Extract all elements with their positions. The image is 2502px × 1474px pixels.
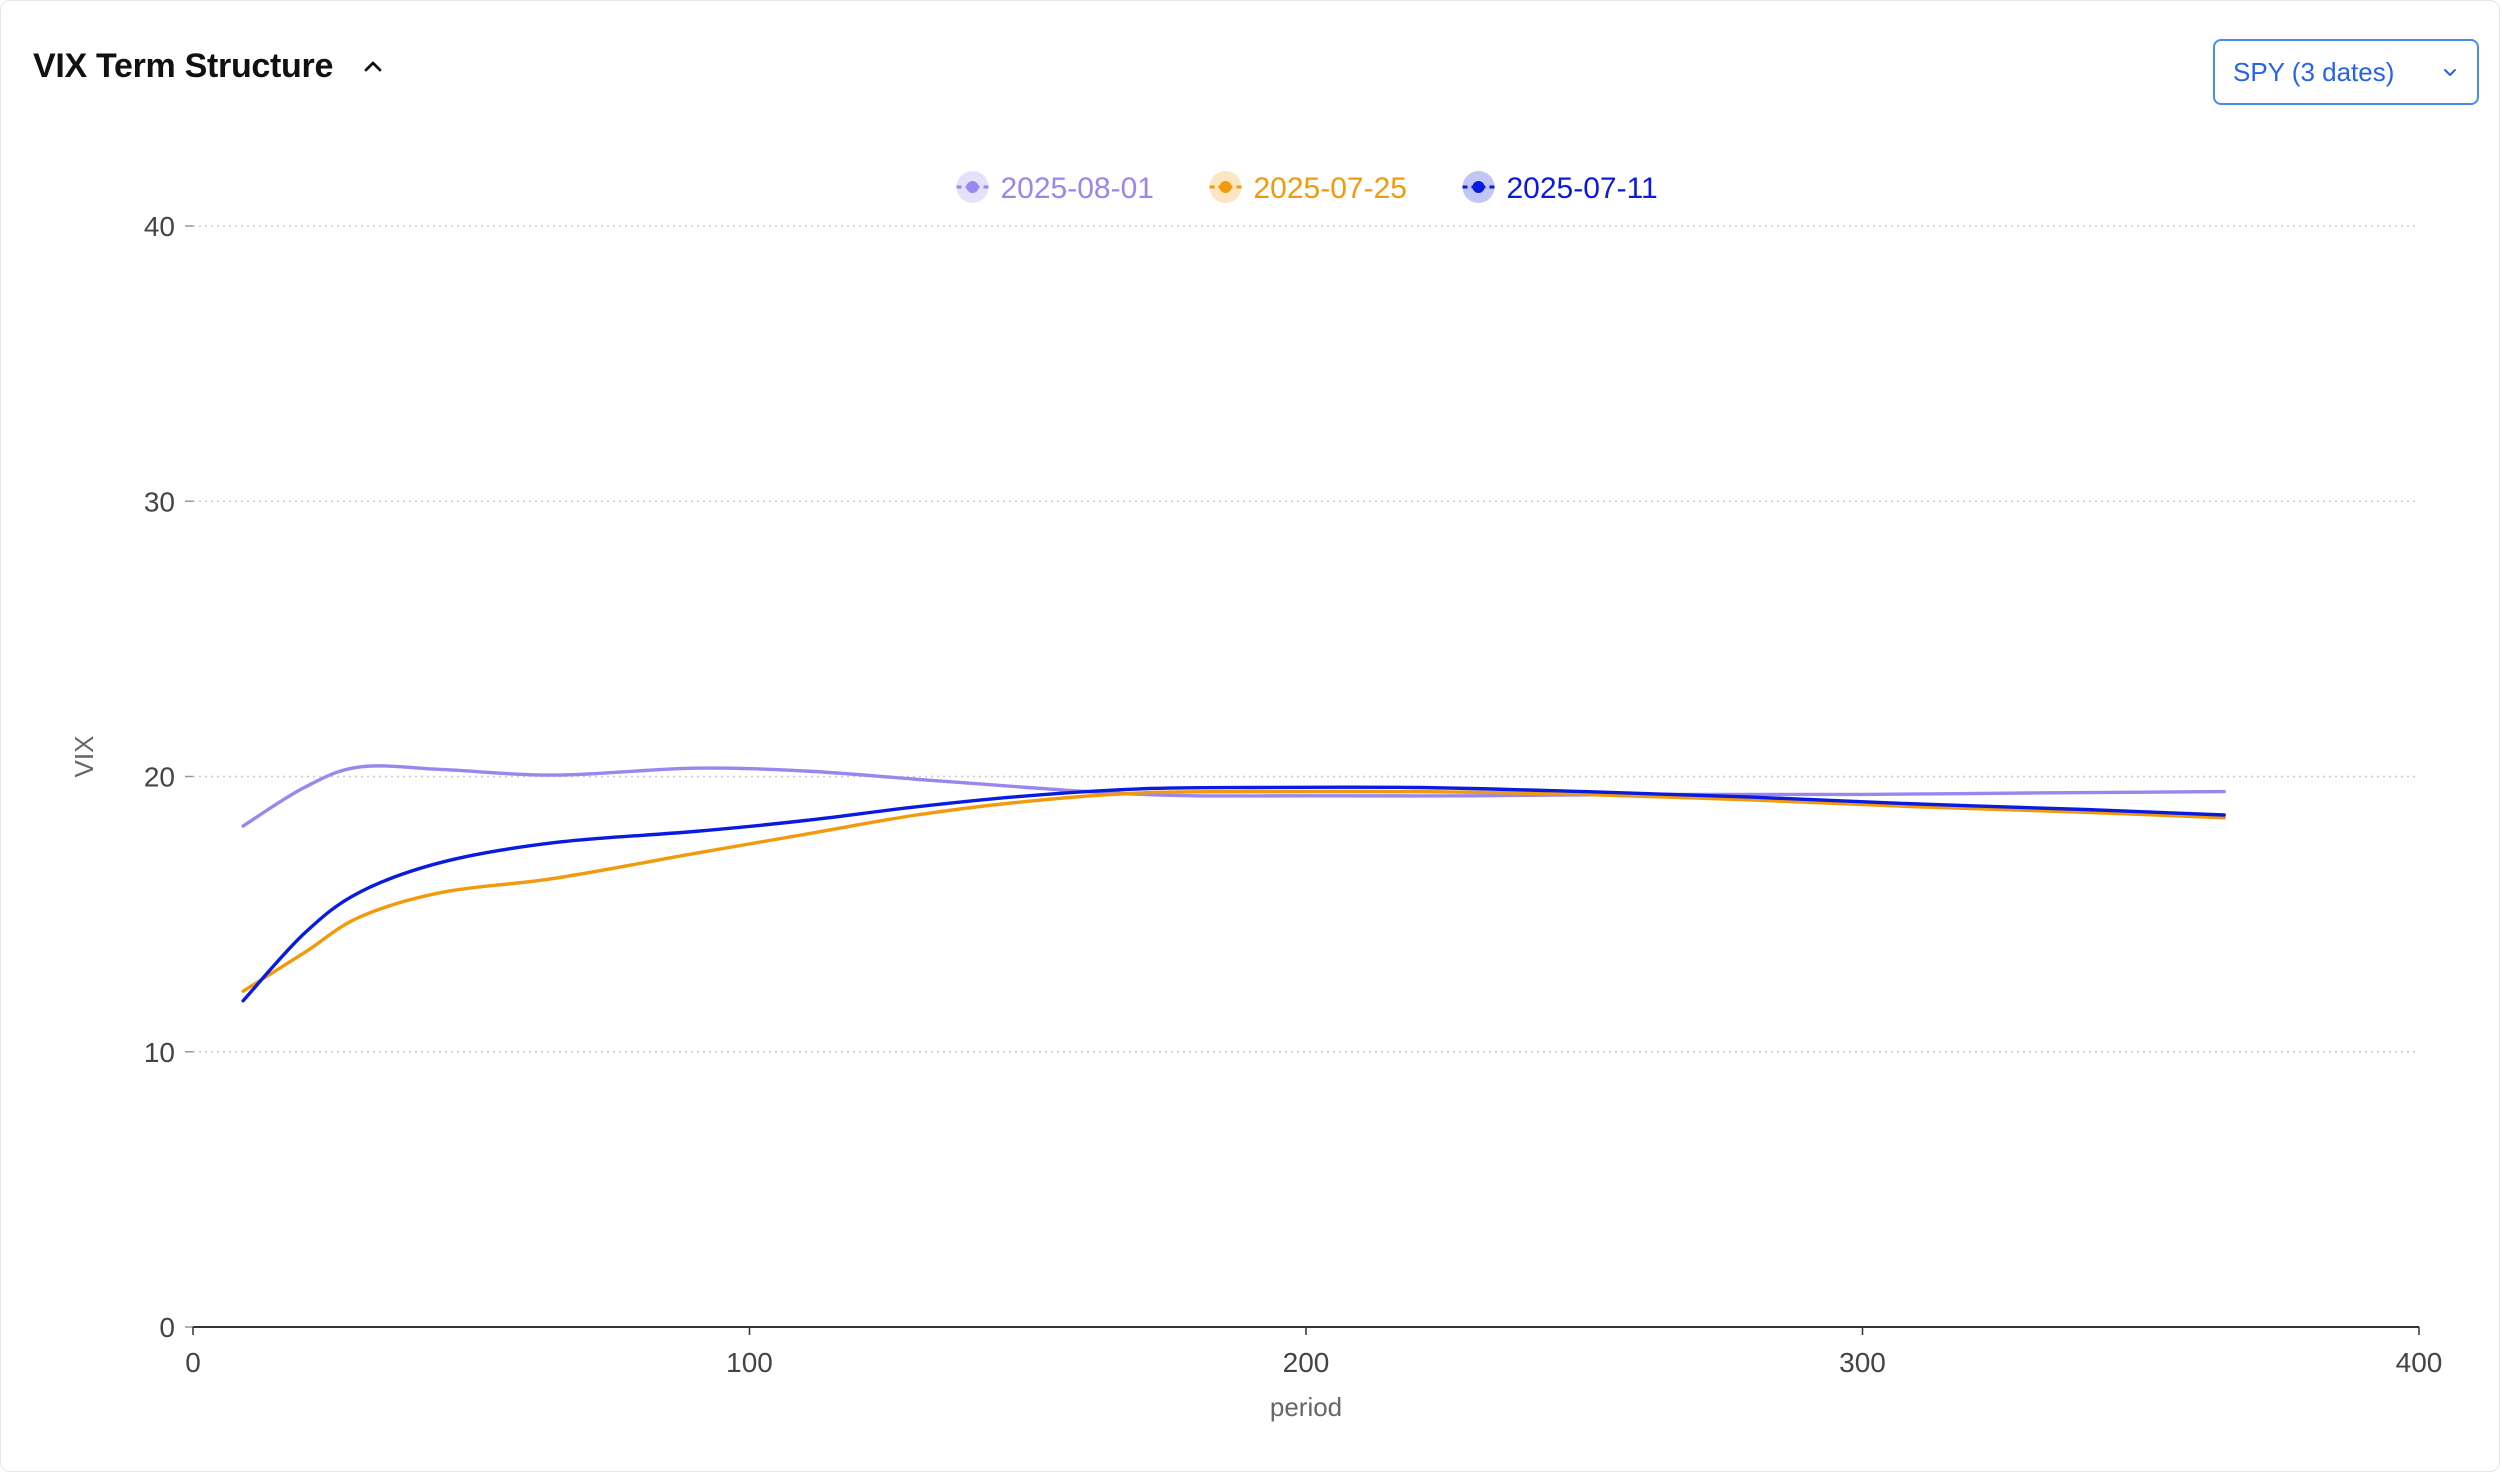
x-tick-label: 0 (185, 1347, 201, 1378)
legend-label: 2025-07-25 (1254, 172, 1407, 205)
y-tick-label: 0 (159, 1312, 175, 1343)
chevron-down-icon (2444, 69, 2456, 76)
x-tick-label: 200 (1283, 1347, 1330, 1378)
dataset-select-value: SPY (3 dates) (2233, 56, 2395, 87)
x-tick-label: 100 (726, 1347, 773, 1378)
legend: 2025-08-01 2025-07-25 2025-07-11 (956, 171, 1658, 205)
y-tick-label: 40 (144, 211, 175, 242)
y-tick-label: 30 (144, 486, 175, 517)
series-line-2025-07-11 (241, 785, 2226, 1003)
y-tick-label: 10 (144, 1037, 175, 1068)
x-tick-labels: 0 100 200 300 400 (185, 1327, 2442, 1378)
x-tick-label: 300 (1839, 1347, 1886, 1378)
chevron-up-icon (364, 61, 382, 71)
series-line-2025-07-25 (241, 789, 2226, 993)
dataset-select[interactable]: SPY (3 dates) (2213, 39, 2479, 105)
series-line-2025-08-01 (241, 764, 2226, 828)
legend-marker-dot (1472, 181, 1485, 193)
legend-marker-dot (966, 181, 979, 193)
y-tick-labels: 0 10 20 30 40 (144, 211, 193, 1343)
series-lines (241, 764, 2226, 1003)
card-title: VIX Term Structure (33, 47, 334, 85)
legend-label: 2025-07-11 (1507, 172, 1658, 205)
y-axis-title: VIX (69, 736, 99, 778)
legend-item[interactable]: 2025-08-01 (956, 171, 1154, 205)
collapse-button[interactable] (355, 49, 391, 85)
x-axis-title: period (1270, 1392, 1342, 1422)
card-header: VIX Term Structure (33, 47, 391, 86)
x-tick-label: 400 (2396, 1347, 2443, 1378)
legend-item[interactable]: 2025-07-25 (1209, 171, 1407, 205)
legend-item[interactable]: 2025-07-11 (1462, 171, 1658, 205)
grid-lines (193, 225, 2419, 1053)
legend-label: 2025-08-01 (1001, 172, 1154, 205)
legend-marker-dot (1219, 181, 1232, 193)
y-tick-label: 20 (144, 762, 175, 793)
